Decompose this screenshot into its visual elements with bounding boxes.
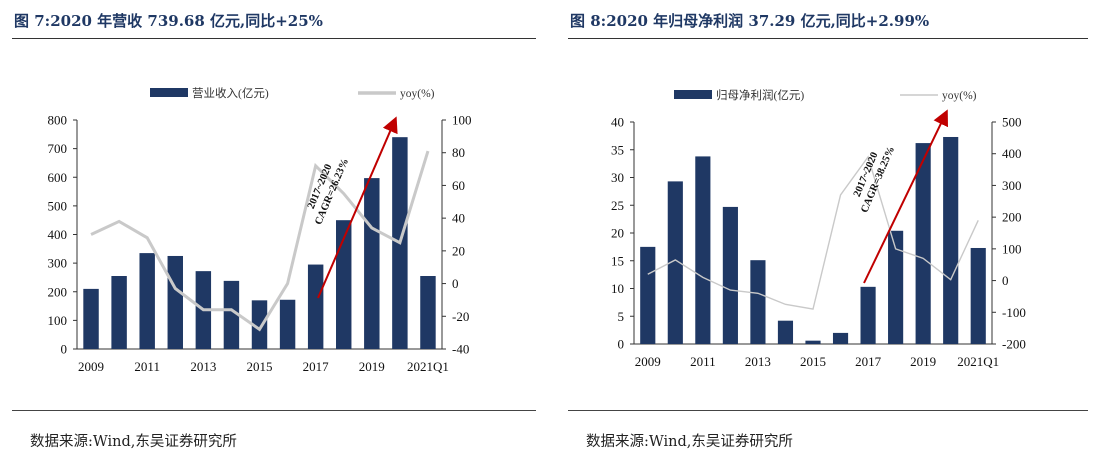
y-tick-label-right: 500 [1002, 115, 1022, 130]
legend-label-bar: 营业收入(亿元) [192, 86, 269, 100]
x-tick-label: 2017 [303, 359, 330, 374]
y-tick-label-right: -100 [1002, 305, 1026, 320]
y-tick-label-right: 200 [1002, 210, 1022, 225]
chart-panel-left: 图 7:2020 年营收 739.68 亿元,同比+25% 0 100 200 300… [0, 0, 548, 463]
bar [805, 340, 821, 344]
y-tick-label-right: 60 [452, 178, 465, 193]
bar [722, 206, 738, 344]
bar [667, 181, 683, 344]
y-tick-label-left: 0 [61, 342, 68, 357]
bar [167, 255, 183, 349]
y-tick-label-right: 40 [452, 211, 465, 226]
bar [83, 288, 99, 349]
bar [420, 276, 436, 349]
y-tick-label-left: 500 [48, 198, 68, 213]
title-rule [568, 38, 1088, 39]
y-tick-label-left: 800 [48, 113, 68, 128]
chart-figure-left: 0 100 200 300 400 500 600 700 800 -40 -20 0 20 40 60 80… [48, 86, 472, 374]
source-note: 数据来源:Wind,东吴证券研究所 [586, 434, 793, 450]
x-tick-label: 2013 [745, 354, 771, 369]
y-tick-label-left: 20 [611, 226, 624, 241]
chart-title: 图 8:2020 年归母净利润 37.29 亿元,同比+2.99% [570, 12, 930, 30]
y-tick-label-left: 40 [611, 115, 624, 130]
y-tick-label-left: 700 [48, 141, 68, 156]
x-tick-label: 2021Q1 [957, 354, 999, 369]
y-tick-label-right: 0 [1002, 273, 1009, 288]
y-tick-label-left: 100 [48, 313, 68, 328]
yoy-line [647, 155, 979, 310]
y-tick-label-left: 300 [48, 256, 68, 271]
y-tick-label-left: 10 [611, 281, 624, 296]
x-tick-label: 2015 [800, 354, 826, 369]
y-tick-label-right: 400 [1002, 146, 1022, 161]
y-tick-label-left: 400 [48, 227, 68, 242]
y-tick-label-left: 35 [611, 142, 624, 157]
bar [888, 230, 904, 344]
y-tick-label-left: 25 [611, 198, 624, 213]
y-tick-label-right: -40 [452, 342, 469, 357]
bar [943, 136, 959, 344]
bar [695, 156, 711, 344]
x-tick-label: 2021Q1 [407, 359, 449, 374]
chart-title: 图 7:2020 年营收 739.68 亿元,同比+25% [14, 12, 323, 30]
bar [777, 320, 794, 344]
bar [364, 178, 380, 349]
growth-arrow [317, 116, 398, 299]
bar [307, 264, 324, 349]
y-tick-label-right: 0 [452, 276, 459, 291]
y-tick-label-left: 15 [611, 253, 624, 268]
legend-swatch-bar [150, 88, 188, 97]
bar [279, 299, 296, 349]
bar [860, 286, 876, 344]
x-tick-label: 2009 [78, 359, 104, 374]
y-tick-label-right: -20 [452, 309, 469, 324]
growth-arrow [863, 109, 948, 284]
yoy-line [90, 150, 430, 332]
y-tick-label-right: 300 [1002, 178, 1022, 193]
bar [336, 220, 352, 349]
bar [139, 253, 155, 349]
bar [832, 332, 849, 344]
bar [970, 247, 986, 344]
legend-label-bar: 归母净利润(亿元) [716, 88, 804, 102]
y-tick-label-left: 200 [48, 284, 68, 299]
bar [251, 300, 268, 349]
bar [223, 280, 240, 349]
chart-panel-right: 图 8:2020 年归母净利润 37.29 亿元,同比+2.99% 0 5 10 15… [556, 0, 1100, 463]
y-tick-label-right: 80 [452, 145, 465, 160]
x-tick-label: 2011 [690, 354, 716, 369]
y-tick-label-right: 100 [1002, 241, 1022, 256]
chart-figure-right: 0 5 10 15 20 25 30 35 40 -200 -100 0 100 200 300 400 500… [611, 88, 1026, 369]
y-tick-label-left: 0 [618, 337, 625, 352]
x-tick-label: 2019 [359, 359, 385, 374]
source-rule [568, 410, 1088, 411]
legend-swatch-bar [674, 90, 712, 99]
bar [915, 143, 931, 344]
y-tick-label-left: 600 [48, 170, 68, 185]
bar [640, 246, 656, 344]
bar [750, 260, 766, 344]
x-tick-label: 2015 [247, 359, 273, 374]
bar [111, 276, 127, 349]
y-tick-label-right: 100 [452, 113, 472, 128]
y-tick-label-right: 20 [452, 243, 465, 258]
y-tick-label-right: -200 [1002, 337, 1026, 352]
x-tick-label: 2011 [134, 359, 160, 374]
source-rule [12, 410, 536, 411]
y-tick-label-left: 5 [618, 309, 625, 324]
title-rule [12, 38, 536, 39]
legend-label-line: yoy(%) [942, 90, 977, 102]
y-tick-label-left: 30 [611, 170, 624, 185]
x-tick-label: 2009 [635, 354, 661, 369]
legend-label-line: yoy(%) [400, 88, 435, 100]
x-tick-label: 2017 [855, 354, 882, 369]
x-tick-label: 2013 [190, 359, 216, 374]
source-note: 数据来源:Wind,东吴证券研究所 [30, 434, 237, 450]
x-tick-label: 2019 [910, 354, 936, 369]
